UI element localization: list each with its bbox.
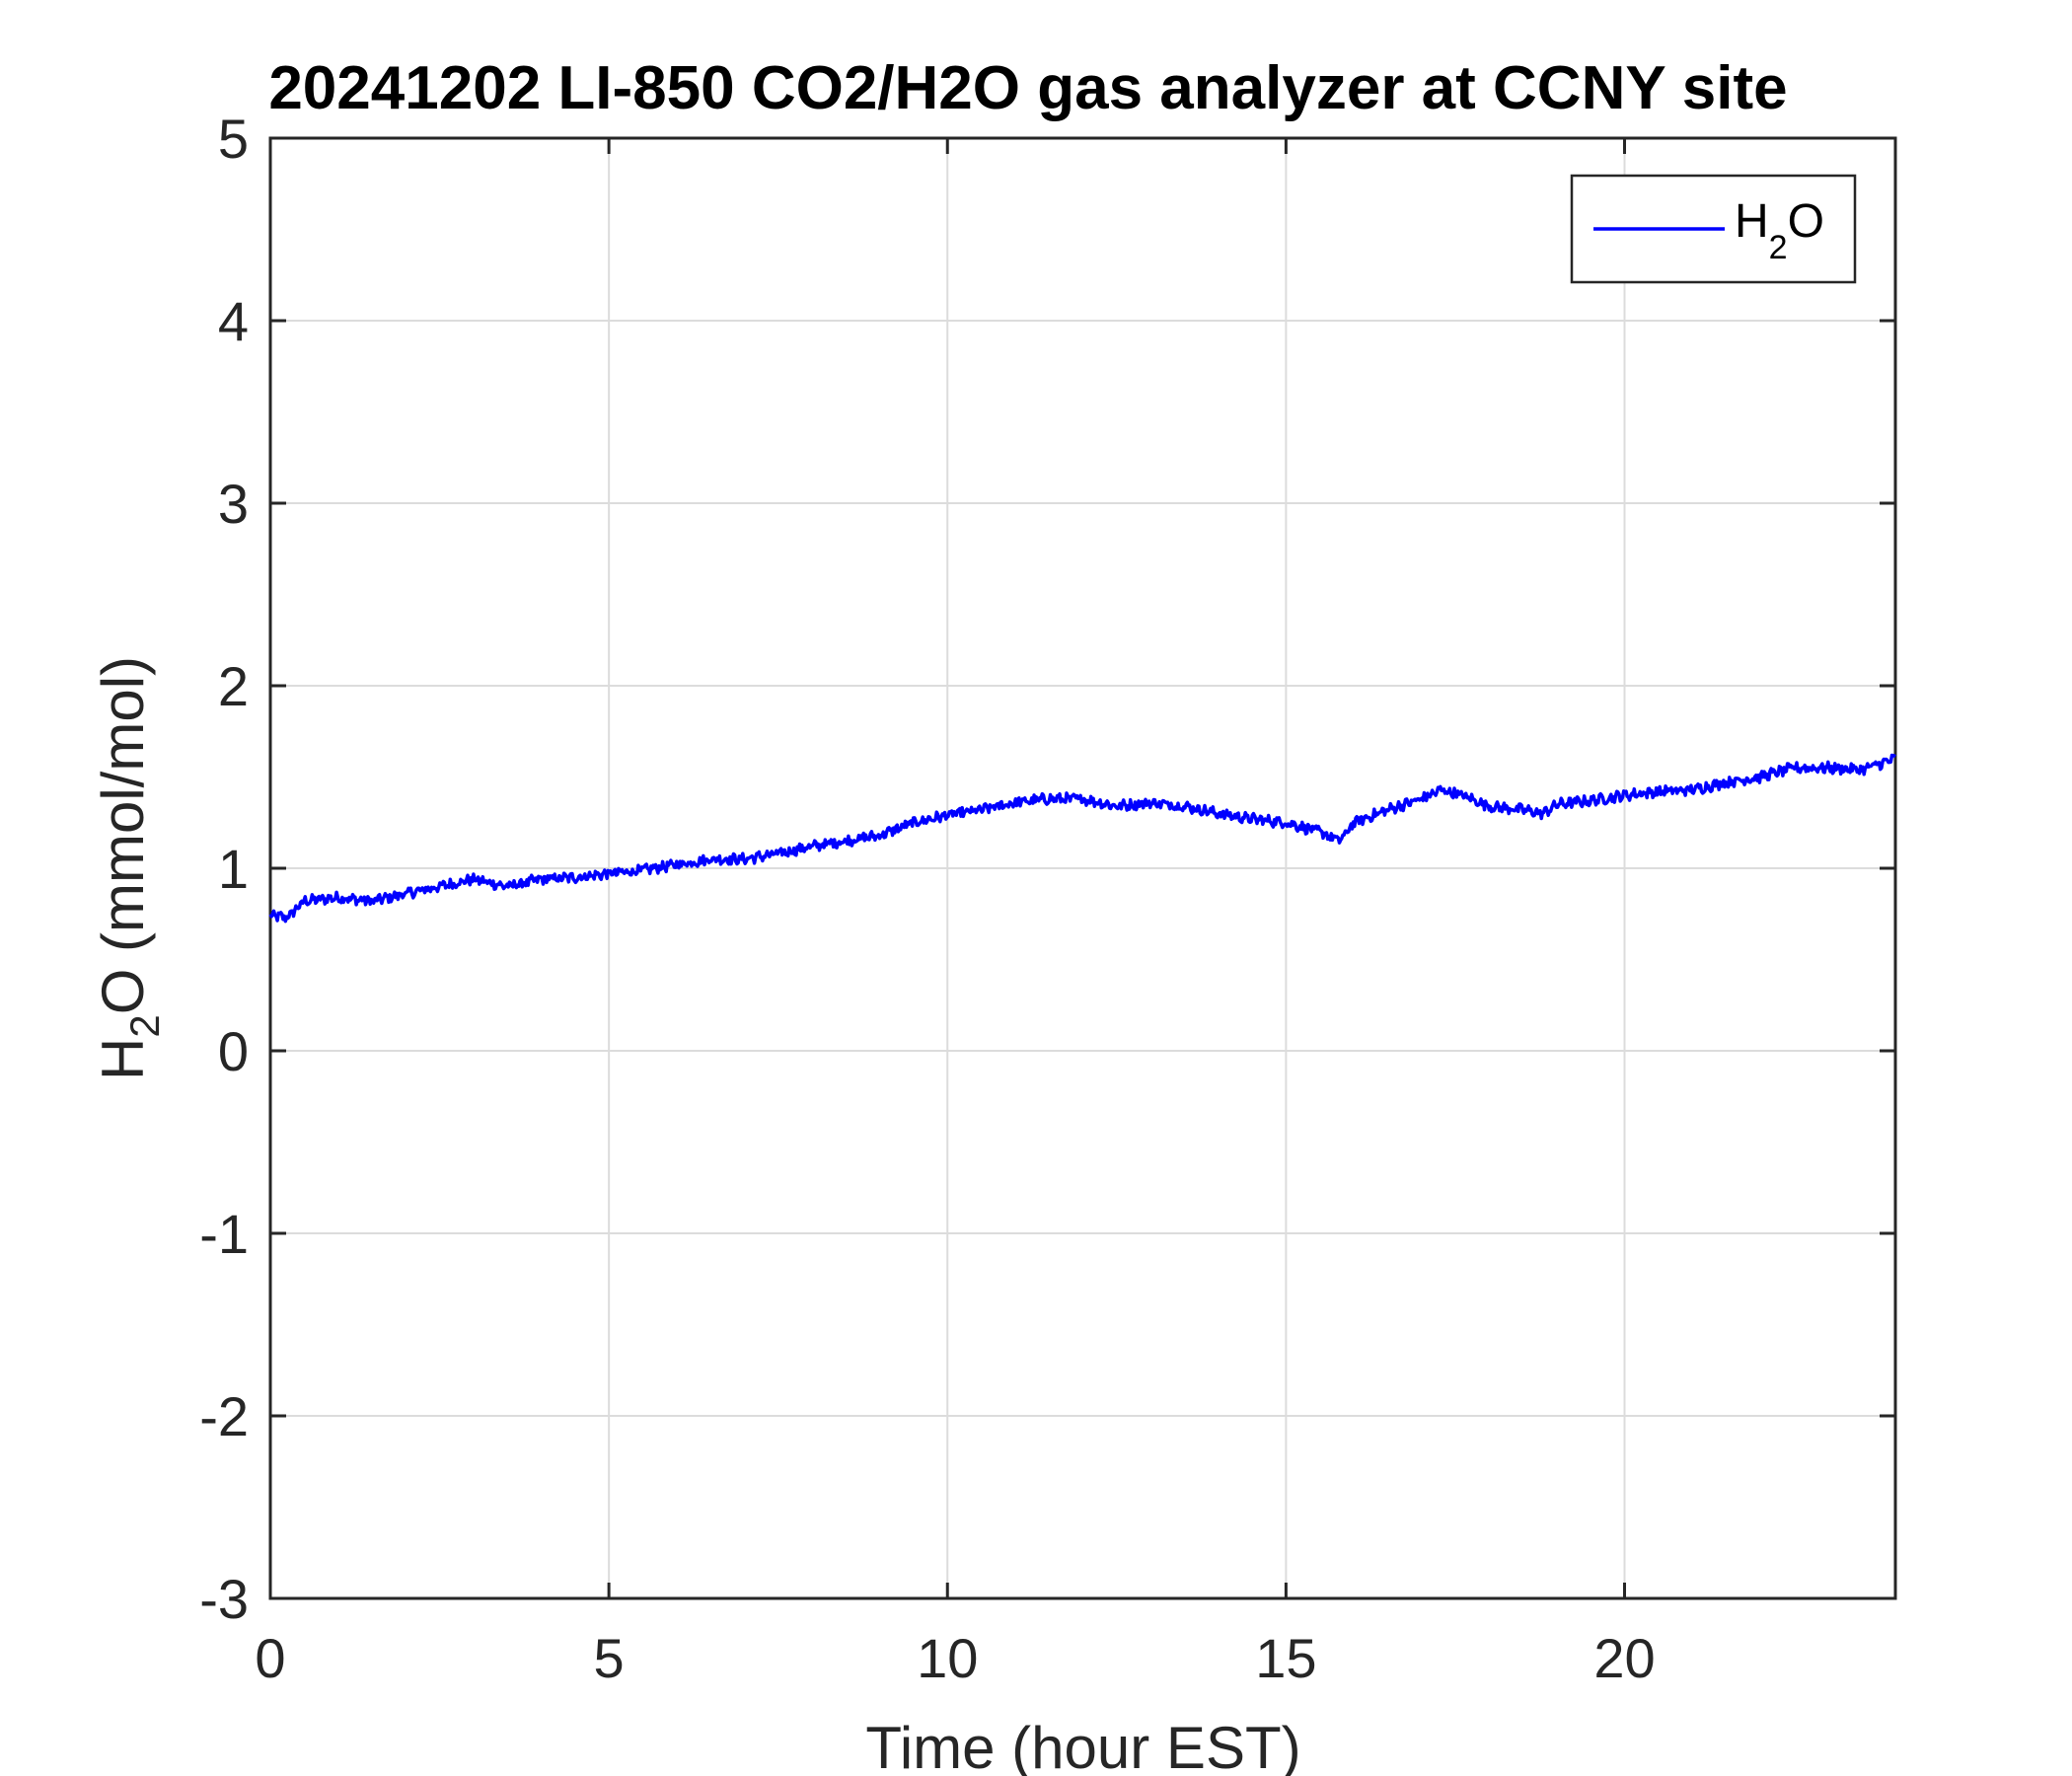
- y-tick-label: 4: [218, 290, 249, 352]
- y-tick-label: -3: [199, 1568, 249, 1630]
- y-tick-label: 2: [218, 655, 249, 717]
- x-tick-labels: 0 5 10 15 20: [255, 1627, 1655, 1689]
- y-axis-label-rest: O (mmol/mol): [90, 656, 156, 1014]
- y-tick-label: 1: [218, 838, 249, 900]
- x-tick-label: 10: [917, 1627, 978, 1689]
- y-tick-label: -1: [199, 1203, 249, 1265]
- y-tick-label: 3: [218, 473, 249, 535]
- y-tick-label: 5: [218, 108, 249, 170]
- legend-label-subscript: 2: [1769, 229, 1788, 266]
- y-tick-label: 0: [218, 1020, 249, 1082]
- y-axis-label-main: H: [90, 1038, 156, 1080]
- x-tick-label: 15: [1255, 1627, 1316, 1689]
- x-axis-label: Time (hour EST): [865, 1715, 1300, 1776]
- y-tick-labels: -3 -2 -1 0 1 2 3 4 5: [199, 108, 249, 1630]
- axis-ticks: [268, 136, 1895, 1600]
- legend-label-main: H: [1735, 195, 1769, 248]
- legend: H2O: [1570, 174, 1857, 284]
- y-tick-label: -2: [199, 1385, 249, 1447]
- x-tick-label: 20: [1593, 1627, 1655, 1689]
- legend-label-h2o: H2O: [1735, 195, 1824, 266]
- series-line-h2o: [268, 753, 1896, 924]
- y-axis-label: H2O (mmol/mol): [90, 656, 168, 1080]
- x-tick-label: 0: [255, 1627, 285, 1689]
- legend-label-rest: O: [1788, 195, 1824, 248]
- y-axis-label-subscript: 2: [121, 1014, 168, 1037]
- x-tick-label: 5: [594, 1627, 625, 1689]
- chart-title: 20241202 LI-850 CO2/H2O gas analyzer at …: [268, 54, 1787, 122]
